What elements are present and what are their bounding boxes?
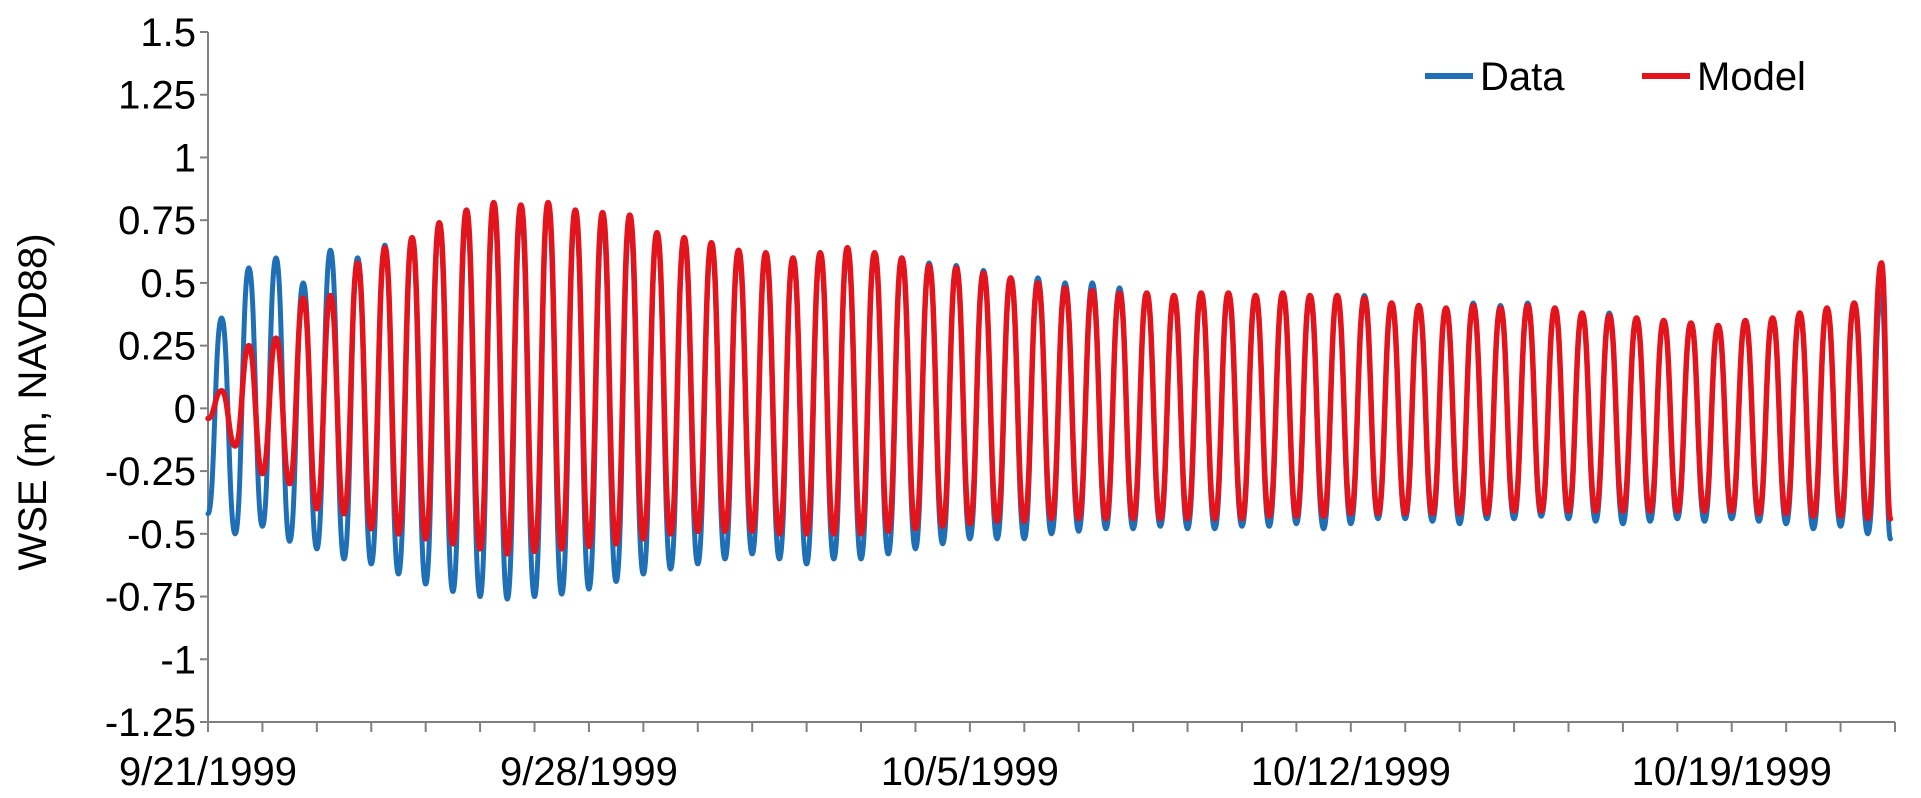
y-tick-label: 0.5: [140, 262, 196, 306]
y-tick-label: -0.75: [105, 576, 196, 620]
y-tick-label: 0: [174, 387, 196, 431]
series-line-model: [205, 199, 1894, 557]
x-tick-label: 9/28/1999: [500, 750, 678, 793]
x-tick-label: 10/12/1999: [1251, 750, 1451, 793]
y-axis-title: WSE (m, NAVD88): [11, 233, 55, 570]
legend: Data Model: [1425, 55, 1806, 99]
y-tick-label: 1.25: [118, 74, 196, 118]
y-tick-label: -0.25: [105, 450, 196, 494]
y-tick-label: -0.5: [127, 513, 196, 557]
legend-model-label: Model: [1697, 55, 1806, 99]
y-tick-label: 0.75: [118, 199, 196, 243]
x-tick-label: 10/5/1999: [881, 750, 1059, 793]
y-tick-label: 1: [174, 136, 196, 180]
x-tick-label: 9/21/1999: [119, 750, 297, 793]
y-tick-label: 0.25: [118, 325, 196, 369]
y-tick-label: -1.25: [105, 701, 196, 745]
legend-data-label: Data: [1480, 55, 1565, 99]
y-tick-label: -1: [160, 638, 196, 682]
axes-layer: -1.25 -1 -0.75 -0.5 -0.25 0 0.25 0.5 0.75 1 1.25 1.…: [105, 11, 1896, 794]
y-tick-label: 1.5: [140, 11, 196, 55]
x-tick-label: 10/19/1999: [1632, 750, 1832, 793]
series-layer: [205, 199, 1894, 602]
